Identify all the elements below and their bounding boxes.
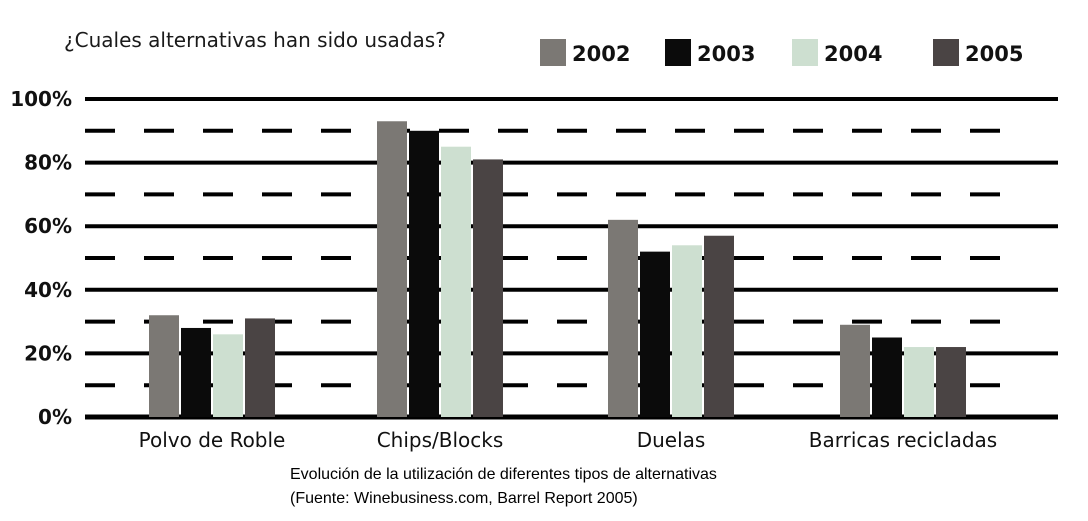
bar xyxy=(872,337,902,417)
bar xyxy=(904,347,934,417)
legend-label: 2004 xyxy=(824,42,882,66)
legend-label: 2003 xyxy=(697,42,755,66)
axes: 0% 20% 40% 60% 80% 100% Polvo de Roble Chips/Bl… xyxy=(10,87,997,452)
bar xyxy=(441,146,471,417)
caption-line-2: (Fuente: Winebusiness.com, Barrel Report… xyxy=(290,490,638,507)
legend-label: 2005 xyxy=(965,42,1023,66)
y-tick-label: 40% xyxy=(24,278,72,302)
x-tick-label: Barricas recicladas xyxy=(809,428,997,452)
x-tick-label: Duelas xyxy=(637,428,706,452)
legend-swatch xyxy=(792,39,818,66)
y-tick-label: 20% xyxy=(24,341,72,365)
y-tick-label: 60% xyxy=(24,214,72,238)
bar xyxy=(409,130,439,418)
bar xyxy=(640,251,670,417)
bar xyxy=(181,327,211,417)
bar xyxy=(672,245,702,417)
bars xyxy=(149,121,966,418)
bar xyxy=(245,318,275,417)
caption-line-1: Evolución de la utilización de diferente… xyxy=(290,466,717,483)
bar xyxy=(608,219,638,417)
y-tick-label: 80% xyxy=(24,151,72,175)
legend: 2002 2003 2004 2005 xyxy=(540,39,1023,66)
bar xyxy=(840,324,870,417)
legend-swatch xyxy=(540,39,566,66)
legend-swatch xyxy=(933,39,959,66)
y-tick-label: 100% xyxy=(10,87,72,111)
x-tick-label: Chips/Blocks xyxy=(377,428,504,452)
y-tick-label: 0% xyxy=(38,405,72,429)
bar xyxy=(936,347,966,417)
bar xyxy=(149,315,179,417)
legend-label: 2002 xyxy=(572,42,630,66)
bar xyxy=(704,235,734,417)
legend-swatch xyxy=(665,39,691,66)
chart-title: ¿Cuales alternativas han sido usadas? xyxy=(64,28,446,52)
bar xyxy=(473,159,503,418)
bar xyxy=(213,334,243,417)
bar xyxy=(377,121,407,417)
x-tick-label: Polvo de Roble xyxy=(139,428,286,452)
